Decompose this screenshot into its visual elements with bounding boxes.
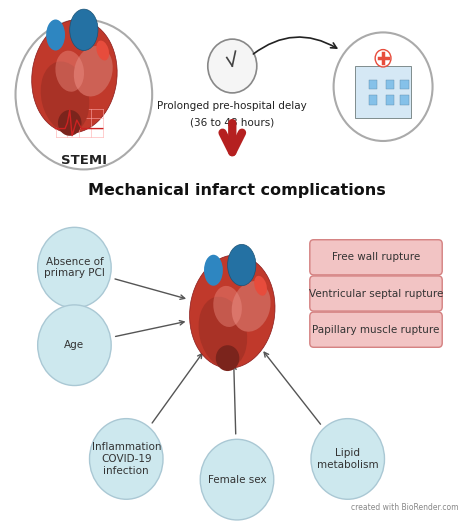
Circle shape (37, 305, 111, 386)
Circle shape (90, 418, 163, 499)
Ellipse shape (41, 61, 89, 133)
Circle shape (311, 418, 384, 499)
Text: Inflammation
COVID-19
infection: Inflammation COVID-19 infection (91, 442, 161, 476)
Ellipse shape (213, 286, 242, 327)
Text: Lipid
metabolism: Lipid metabolism (317, 448, 379, 470)
Text: created with BioRender.com: created with BioRender.com (351, 503, 458, 512)
FancyBboxPatch shape (369, 95, 377, 105)
Ellipse shape (254, 276, 267, 296)
Ellipse shape (96, 41, 109, 60)
Circle shape (37, 227, 111, 308)
Ellipse shape (190, 255, 275, 368)
FancyBboxPatch shape (386, 80, 394, 89)
FancyBboxPatch shape (369, 80, 377, 89)
Ellipse shape (70, 9, 98, 51)
Text: STEMI: STEMI (61, 154, 107, 167)
Text: Age: Age (64, 340, 84, 350)
FancyBboxPatch shape (386, 95, 394, 105)
Text: Ventricular septal rupture: Ventricular septal rupture (309, 289, 443, 299)
Ellipse shape (74, 46, 113, 96)
Ellipse shape (58, 110, 82, 136)
Circle shape (334, 32, 433, 141)
Text: Free wall rupture: Free wall rupture (332, 252, 420, 262)
FancyBboxPatch shape (400, 80, 409, 89)
Ellipse shape (216, 345, 239, 371)
Ellipse shape (55, 51, 84, 92)
Circle shape (375, 49, 391, 67)
Ellipse shape (199, 296, 247, 368)
Ellipse shape (46, 19, 65, 51)
Text: Papillary muscle rupture: Papillary muscle rupture (312, 325, 440, 334)
Circle shape (200, 439, 274, 520)
Text: Mechanical infarct complications: Mechanical infarct complications (88, 182, 386, 197)
Circle shape (208, 39, 257, 93)
FancyBboxPatch shape (310, 240, 442, 275)
FancyBboxPatch shape (310, 312, 442, 348)
Text: (36 to 48 hours): (36 to 48 hours) (190, 118, 274, 128)
FancyBboxPatch shape (310, 276, 442, 311)
Ellipse shape (232, 281, 271, 332)
FancyBboxPatch shape (355, 66, 411, 118)
Circle shape (16, 19, 152, 169)
Ellipse shape (32, 20, 117, 133)
Text: Prolonged pre-hospital delay: Prolonged pre-hospital delay (157, 101, 307, 111)
Text: Female sex: Female sex (208, 475, 266, 485)
Ellipse shape (204, 255, 223, 286)
FancyBboxPatch shape (400, 95, 409, 105)
Text: Absence of
primary PCI: Absence of primary PCI (44, 257, 105, 278)
Ellipse shape (228, 244, 256, 286)
